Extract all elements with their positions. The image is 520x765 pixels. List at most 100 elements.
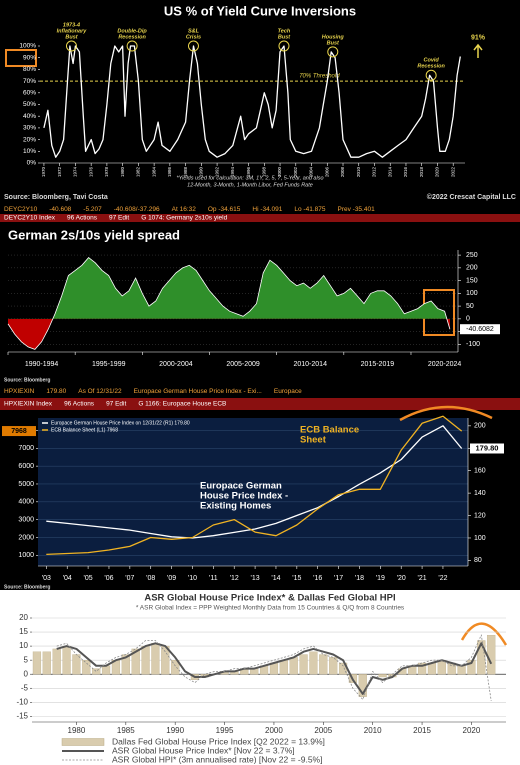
x-tick-label: 1978 <box>104 167 109 178</box>
x-tick-label: '20 <box>397 575 406 582</box>
bar <box>329 657 338 675</box>
event-marker <box>126 40 138 52</box>
ticker-field: 97 Edit <box>106 401 126 408</box>
value-label-box <box>470 443 504 454</box>
line <box>46 415 463 556</box>
y-tick-label: 40% <box>23 113 36 120</box>
x-tick-label: 2000 <box>265 726 283 735</box>
x-tick-label: '19 <box>376 575 385 582</box>
ticker-bar <box>0 205 520 214</box>
x-tick-label: '21 <box>418 575 427 582</box>
x-tick-label: 2020 <box>463 726 481 735</box>
x-tick-label: 2005 <box>314 726 332 735</box>
x-tick-label: 1992 <box>214 167 219 178</box>
event-label: Housing <box>322 34 345 40</box>
y-tick-label: 15 <box>19 627 28 636</box>
footnote: 12-Month, 3-Month, 1-Month Libor, Fed Fu… <box>187 182 313 188</box>
event-label: Recession <box>417 64 445 70</box>
ticker-field: DEYC2Y10 Index <box>4 215 56 222</box>
x-tick-label: 2000 <box>277 167 282 178</box>
x-tick-label: 2020-2024 <box>428 361 462 368</box>
y-tick-label: -5 <box>21 683 29 692</box>
bar <box>467 660 476 675</box>
annotation: Existing Homes <box>200 501 271 512</box>
bar <box>82 660 91 675</box>
value-label-box <box>460 324 500 335</box>
y2-tick-label: 80 <box>474 557 482 564</box>
event-marker <box>327 46 339 58</box>
source: Source: Bloomberg <box>4 377 50 383</box>
threshold-label: 70% Threshold <box>299 74 340 80</box>
y-tick-label: 100 <box>466 290 478 297</box>
arrow <box>473 43 483 58</box>
y-tick-label: 5 <box>24 655 29 664</box>
x-tick-label: 2014 <box>387 167 392 178</box>
event-marker <box>425 69 437 81</box>
x-tick-label: '14 <box>271 575 280 582</box>
ticker-field: Prev -35.401 <box>337 206 375 213</box>
ticker-field: 96 Actions <box>64 401 95 408</box>
value-label: 179.80 <box>476 443 499 452</box>
y2-tick-label: 160 <box>474 468 486 475</box>
y-tick-label: 10 <box>19 641 28 650</box>
value-label: -40.6082 <box>466 326 494 333</box>
legend-label: Dallas Fed Global House Price Index [Q2 … <box>112 736 325 746</box>
event-marker <box>278 40 290 52</box>
x-tick-label: 2000-2004 <box>159 361 193 368</box>
event-label: Tech <box>278 28 291 34</box>
x-tick-label: '03 <box>42 575 51 582</box>
highlight-box <box>5 49 37 67</box>
x-tick-label: 2012 <box>372 167 377 178</box>
x-tick-label: 2015 <box>413 726 431 735</box>
bar <box>477 640 486 675</box>
event-label: Recession <box>118 34 146 40</box>
x-tick-label: 2010 <box>364 726 382 735</box>
ticker-bar <box>0 398 520 410</box>
y2-tick-label: 200 <box>474 423 486 430</box>
x-tick-label: '12 <box>230 575 239 582</box>
x-tick-label: '10 <box>188 575 197 582</box>
bar <box>417 662 427 675</box>
x-tick-label: '13 <box>251 575 260 582</box>
x-tick-label: 2005-2009 <box>226 361 260 368</box>
y2-tick-label: 140 <box>474 490 486 497</box>
y-tick-label: 250 <box>466 252 478 259</box>
ticker-field: HPXIEXIN <box>4 388 35 395</box>
x-tick-label: 2002 <box>293 167 298 178</box>
y-tick-label: -15 <box>16 711 28 720</box>
event-label: Inflationary <box>57 28 88 34</box>
ticker-field: G 1166: Europace House ECB <box>138 401 226 408</box>
legend-label: Europace German House Price Index on 12/… <box>51 420 190 426</box>
x-tick-label: 1994 <box>230 167 235 178</box>
ticker-bar <box>0 214 520 222</box>
x-tick-label: '18 <box>355 575 364 582</box>
bar <box>62 645 71 675</box>
annotation: Europace German <box>200 481 282 492</box>
x-tick-label: '05 <box>84 575 93 582</box>
annotation: ECB Balance <box>300 425 359 436</box>
bar <box>279 660 288 675</box>
x-tick-label: 2016 <box>403 167 408 178</box>
event-label: Bust <box>278 34 291 40</box>
x-tick-label: 1990 <box>166 726 184 735</box>
ticker-field: Op -34.615 <box>208 206 241 213</box>
event-label: Double-Dip <box>117 28 147 34</box>
value-label: 7968 <box>11 428 27 435</box>
x-tick-label: 1984 <box>151 167 156 178</box>
bar <box>92 668 101 675</box>
area-outline <box>7 257 451 350</box>
y-tick-label: 0 <box>24 669 29 678</box>
line <box>56 642 493 695</box>
x-tick-label: 1995 <box>216 726 234 735</box>
value-label-box <box>2 426 36 437</box>
x-tick-label: '07 <box>125 575 134 582</box>
ticker-field: DEYC2Y10 <box>4 206 38 213</box>
y-tick-label: 50% <box>23 101 36 108</box>
value-label: 91% <box>471 34 486 41</box>
y-tick-label: 3000 <box>18 516 34 523</box>
bar <box>131 648 140 675</box>
x-tick-label: 1980 <box>120 167 125 178</box>
x-tick-label: 2006 <box>324 167 329 178</box>
y-tick-label: 2000 <box>18 534 34 541</box>
